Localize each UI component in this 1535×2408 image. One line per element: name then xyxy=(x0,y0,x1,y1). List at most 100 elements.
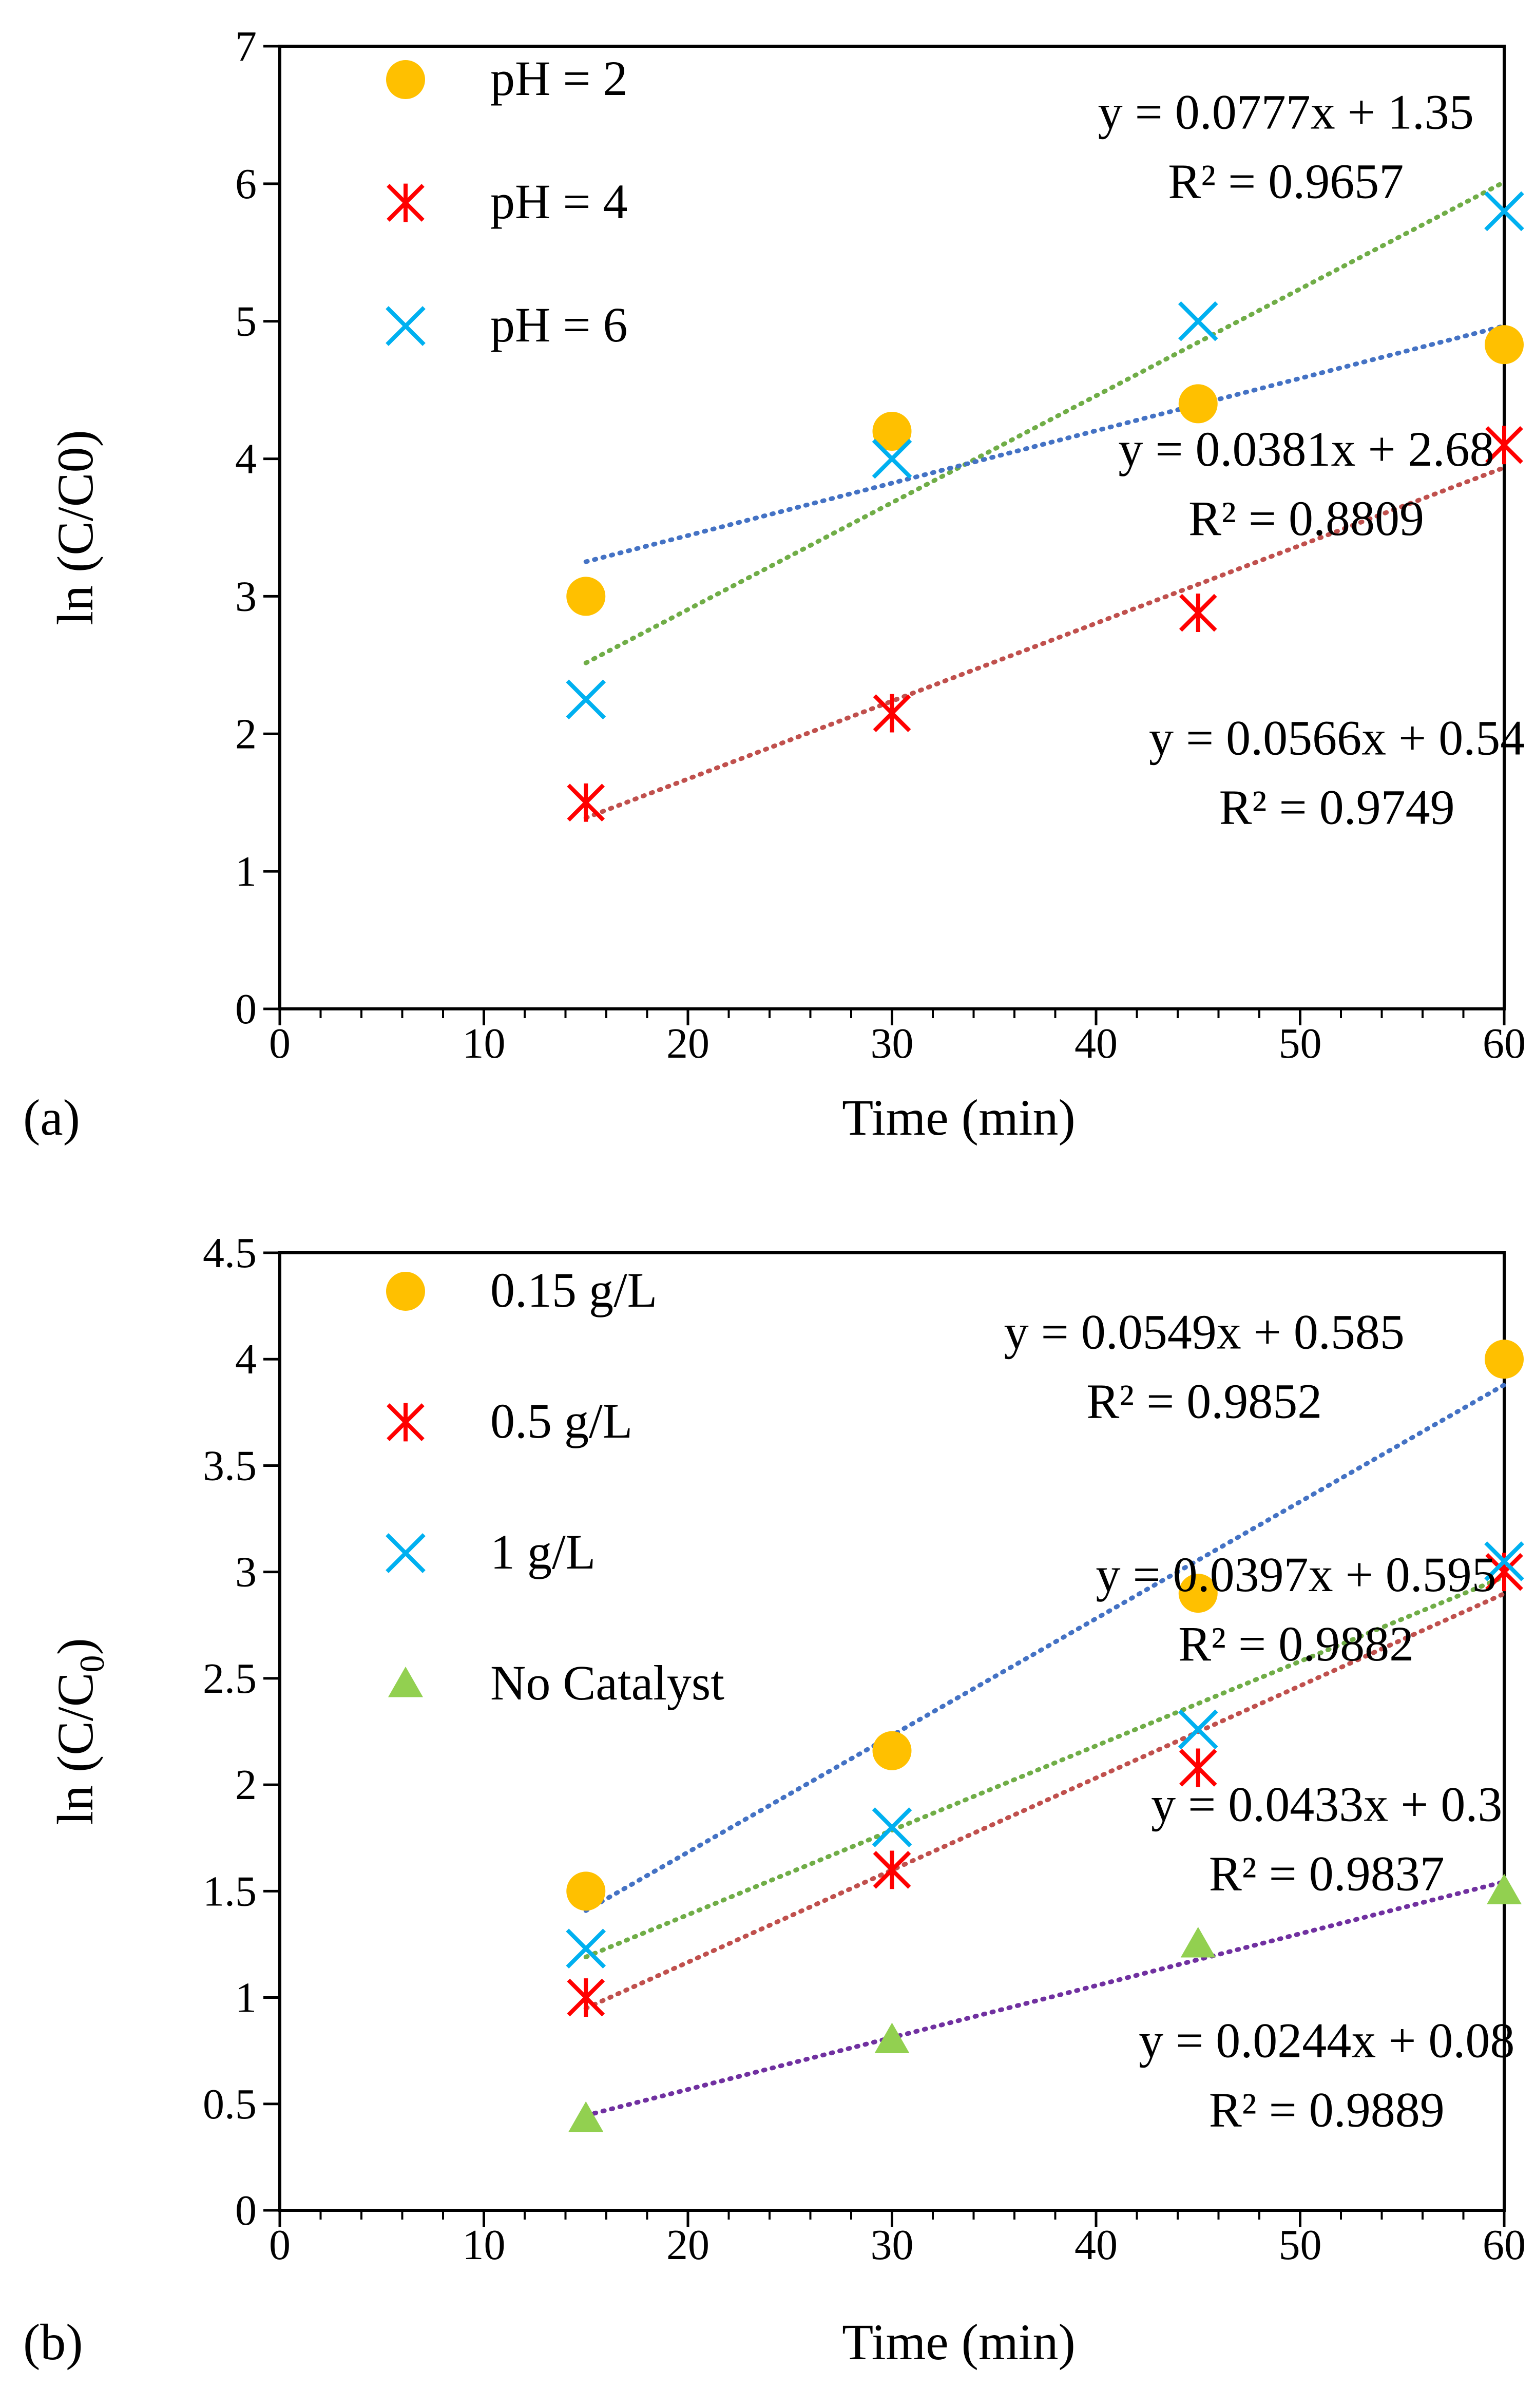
trendline-r-squared: R² = 0.9889 xyxy=(1209,2082,1445,2137)
x-tick-label: 50 xyxy=(1279,1020,1322,1067)
y-tick-label: 5 xyxy=(235,298,257,346)
trendline xyxy=(583,1591,1507,2011)
trendline-r-squared: R² = 0.9882 xyxy=(1178,1616,1414,1671)
y-tick-label: 0.5 xyxy=(203,2080,257,2128)
x-tick-label: 0 xyxy=(269,1020,291,1067)
trendline-equation: y = 0.0566x + 0.54 xyxy=(1149,710,1525,765)
data-point-triangle xyxy=(388,1667,423,1697)
x-tick-label: 0 xyxy=(269,2221,291,2269)
data-point-x xyxy=(872,1807,912,1847)
y-tick-label: 4 xyxy=(235,435,257,483)
data-point-x xyxy=(1484,1541,1524,1581)
x-tick-label: 60 xyxy=(1483,2221,1526,2269)
y-tick-label: 1.5 xyxy=(203,1867,257,1915)
trendline xyxy=(583,323,1507,564)
x-tick-label: 40 xyxy=(1074,1020,1118,1067)
trendline xyxy=(583,180,1507,665)
trendline xyxy=(583,1879,1507,2118)
y-axis-title-suffix: ) xyxy=(47,1638,104,1655)
y-tick-label: 1 xyxy=(235,1974,257,2022)
data-point-circle xyxy=(1485,325,1524,365)
data-point-circle xyxy=(386,1272,425,1311)
legend-entry-label: No Catalyst xyxy=(490,1655,724,1710)
x-tick-label: 50 xyxy=(1279,2221,1322,2269)
legend-entry-label: 0.5 g/L xyxy=(490,1393,632,1448)
y-tick-label: 2.5 xyxy=(203,1655,257,1703)
legend-entry-label: pH = 2 xyxy=(490,51,627,106)
x-tick-label: 20 xyxy=(666,2221,709,2269)
trendline-r-squared: R² = 0.9837 xyxy=(1209,1846,1445,1901)
trendline-r-squared: R² = 0.9852 xyxy=(1086,1374,1322,1429)
data-point-asterisk xyxy=(1179,594,1217,632)
legend-entry-label: pH = 6 xyxy=(490,297,627,352)
data-point-x xyxy=(566,1928,606,1969)
data-point-circle xyxy=(386,60,425,99)
data-point-asterisk xyxy=(873,1850,911,1889)
trendline-r-squared: R² = 0.9749 xyxy=(1219,779,1455,834)
legend-entry-label: pH = 4 xyxy=(490,174,627,229)
data-point-asterisk xyxy=(387,1403,425,1442)
trendline-equation: y = 0.0433x + 0.3 xyxy=(1151,1777,1502,1832)
y-tick-label: 0 xyxy=(235,985,257,1033)
panel-label: (b) xyxy=(23,2314,83,2371)
x-tick-label: 20 xyxy=(666,1020,709,1067)
trendline-equation: y = 0.0549x + 0.585 xyxy=(1004,1305,1405,1360)
x-tick-label: 40 xyxy=(1074,2221,1118,2269)
y-tick-label: 4.5 xyxy=(203,1229,257,1277)
y-tick-label: 4 xyxy=(235,1335,257,1383)
data-point-x xyxy=(386,1533,426,1573)
y-tick-label: 2 xyxy=(235,710,257,758)
data-point-asterisk xyxy=(1179,1748,1217,1787)
chart-panel-a: 0 10 20 30 40 50 60 0 1 2 3 4 5 6 7 Time (min) ln (C/C0)… xyxy=(23,23,1526,1146)
y-axis-title-main: ln (C/C0) xyxy=(47,430,104,625)
data-point-circle xyxy=(1178,1574,1218,1613)
x-axis-title: Time (min) xyxy=(842,2314,1076,2371)
y-tick-label: 6 xyxy=(235,160,257,208)
data-point-asterisk xyxy=(567,1978,605,2017)
trendline-equation: y = 0.0244x + 0.08 xyxy=(1139,2013,1514,2068)
data-point-circle xyxy=(872,412,912,451)
data-point-circle xyxy=(566,577,606,616)
data-point-asterisk xyxy=(387,183,425,222)
trendline-r-squared: R² = 0.9657 xyxy=(1168,154,1404,209)
data-point-circle xyxy=(872,1731,912,1770)
data-point-triangle xyxy=(874,2022,910,2053)
y-axis-title: ln (C/C0) xyxy=(47,430,104,625)
y-tick-label: 2 xyxy=(235,1761,257,1809)
trendline-equation: y = 0.0777x + 1.35 xyxy=(1098,85,1474,140)
y-tick-label: 1 xyxy=(235,848,257,895)
panel-label: (a) xyxy=(23,1089,80,1146)
y-tick-label: 3 xyxy=(235,1549,257,1596)
data-point-asterisk xyxy=(567,783,605,822)
data-point-circle xyxy=(1178,384,1218,424)
y-axis-title-main: ln (C/C xyxy=(47,1673,104,1825)
data-point-x xyxy=(1178,301,1218,341)
y-tick-label: 7 xyxy=(235,23,257,70)
data-point-triangle xyxy=(1180,1926,1216,1958)
data-point-x xyxy=(1178,1709,1218,1750)
data-point-x xyxy=(386,306,426,346)
trendline-equation: y = 0.0397x + 0.595 xyxy=(1096,1547,1496,1602)
data-point-circle xyxy=(566,1871,606,1911)
data-point-triangle xyxy=(1487,1874,1522,1904)
data-point-x xyxy=(872,438,912,479)
x-tick-label: 60 xyxy=(1483,1020,1526,1067)
y-axis-title-subscript: 0 xyxy=(72,1655,111,1673)
y-tick-label: 0 xyxy=(235,2187,257,2234)
data-point-circle xyxy=(1485,1340,1524,1379)
y-tick-label: 3 xyxy=(235,572,257,620)
trendline-r-squared: R² = 0.8809 xyxy=(1188,491,1424,546)
data-point-asterisk xyxy=(873,694,911,733)
x-axis-title: Time (min) xyxy=(842,1089,1076,1146)
legend-entry-label: 0.15 g/L xyxy=(490,1263,657,1317)
y-axis-title: ln (C/C0) xyxy=(47,1638,111,1825)
x-tick-label: 10 xyxy=(463,1020,506,1067)
x-tick-label: 30 xyxy=(871,1020,914,1067)
data-point-x xyxy=(1484,191,1524,232)
y-tick-label: 3.5 xyxy=(203,1442,257,1489)
data-point-triangle xyxy=(568,2101,604,2132)
x-tick-label: 10 xyxy=(463,2221,506,2269)
trendline xyxy=(583,465,1507,820)
